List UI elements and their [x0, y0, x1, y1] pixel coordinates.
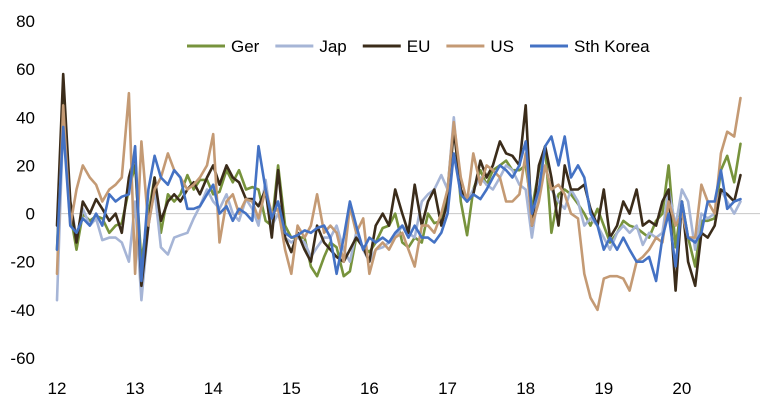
x-axis: 12 13 14 15 16 17 18 19 20 — [48, 379, 692, 398]
series-line-ger — [55, 96, 742, 278]
y-tick-label: 40 — [16, 108, 35, 127]
y-tick-label: 20 — [16, 156, 35, 175]
legend-label-jap: Jap — [319, 37, 346, 56]
x-tick-label: 17 — [438, 379, 457, 398]
x-tick-label: 16 — [360, 379, 379, 398]
legend-label-eu: EU — [407, 37, 431, 56]
y-axis: -60 -40 -20 0 20 40 60 80 — [10, 12, 35, 368]
series-lines — [55, 72, 742, 312]
x-tick-label: 20 — [672, 379, 691, 398]
legend-label-ger: Ger — [231, 37, 260, 56]
x-tick-label: 19 — [594, 379, 613, 398]
series-line-eu — [55, 72, 742, 292]
legend-label-sth-korea: Sth Korea — [574, 37, 650, 56]
y-tick-label: -20 — [10, 253, 35, 272]
x-tick-label: 13 — [126, 379, 145, 398]
y-tick-label: -40 — [10, 301, 35, 320]
series-line-sth-korea — [55, 125, 742, 283]
y-tick-label: 80 — [16, 12, 35, 31]
x-tick-label: 14 — [204, 379, 223, 398]
y-tick-label: -60 — [10, 349, 35, 368]
x-tick-label: 12 — [48, 379, 67, 398]
series-line-jap — [55, 116, 742, 302]
y-tick-label: 60 — [16, 60, 35, 79]
y-tick-label: 0 — [26, 205, 35, 224]
legend: Ger Jap EU US Sth Korea — [187, 37, 650, 56]
legend-label-us: US — [490, 37, 514, 56]
series-line-us — [55, 91, 742, 312]
x-tick-label: 15 — [282, 379, 301, 398]
x-tick-label: 18 — [516, 379, 535, 398]
